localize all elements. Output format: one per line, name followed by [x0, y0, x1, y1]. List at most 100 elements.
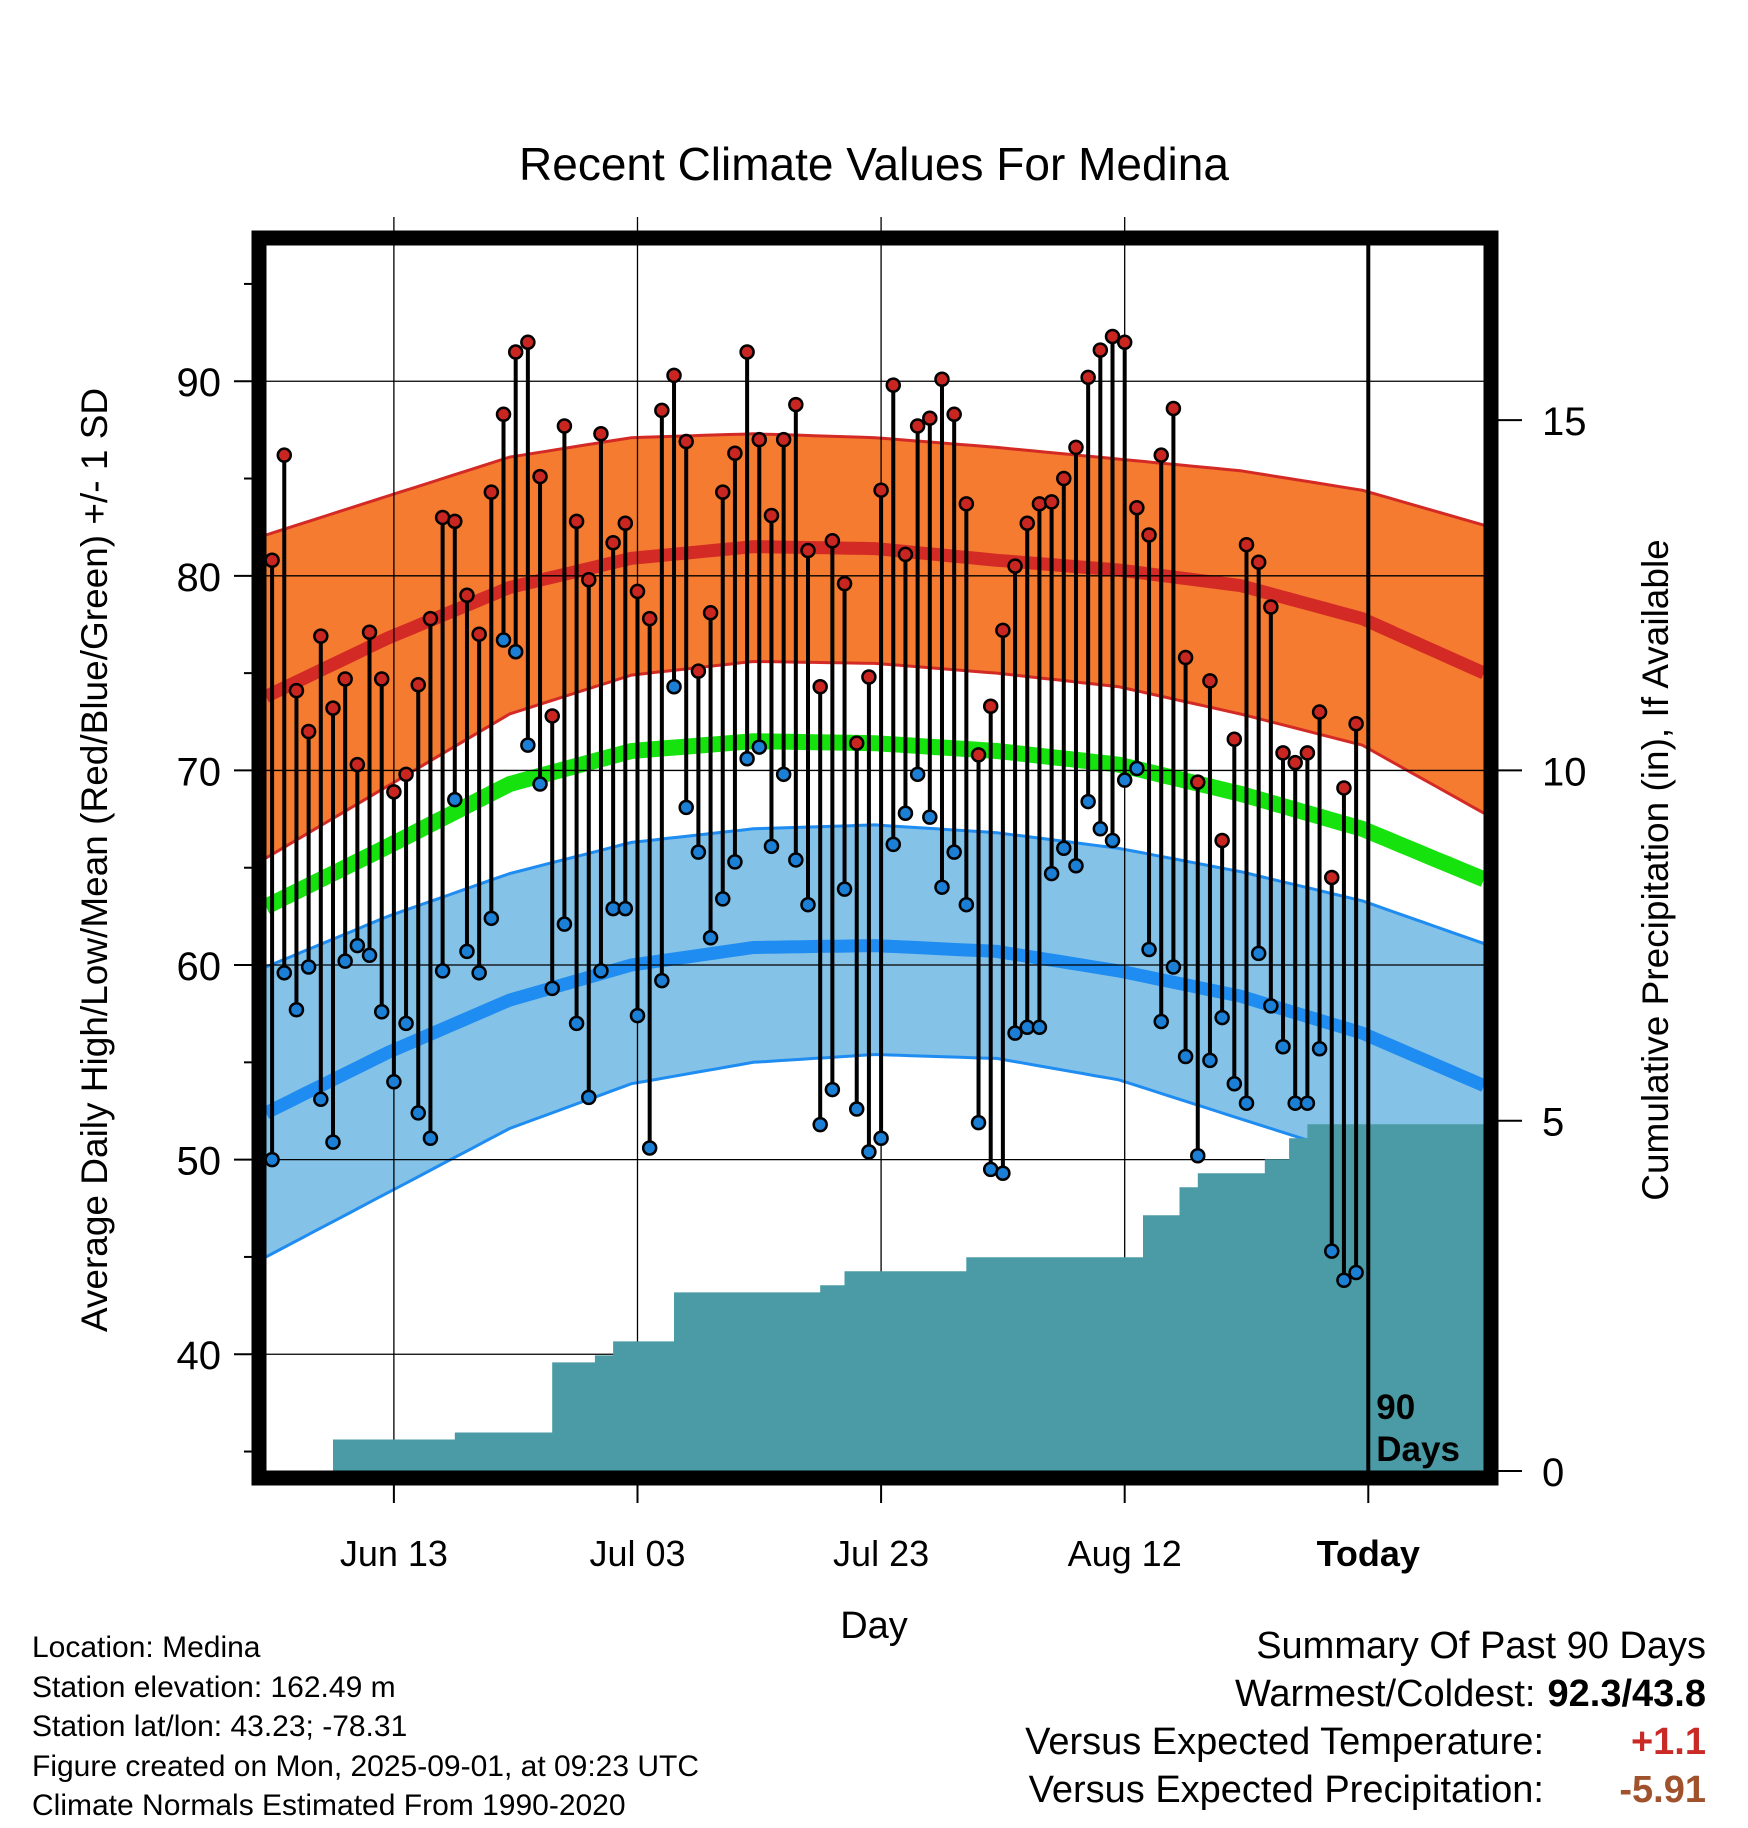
- low-point: [909, 766, 926, 783]
- low-point: [812, 1116, 828, 1133]
- high-sd-band: [266, 433, 1484, 858]
- x-tick-label: Today: [1317, 1533, 1420, 1574]
- high-point: [848, 735, 865, 751]
- location-text: Location: Medina: [32, 1631, 261, 1664]
- high-point: [739, 344, 755, 360]
- low-point: [946, 844, 962, 860]
- y2-tick-label: 0: [1542, 1451, 1564, 1495]
- high-plus-sd-edge: [265, 432, 1485, 537]
- high-point: [715, 484, 731, 500]
- low-point: [848, 1101, 865, 1117]
- low-point: [1238, 1095, 1255, 1111]
- warmest-value: 92.3: [1547, 1673, 1622, 1715]
- low-point: [325, 1134, 341, 1150]
- low-point: [934, 879, 950, 895]
- low-point: [824, 1081, 841, 1098]
- low-point: [751, 739, 768, 755]
- low-point: [276, 965, 293, 981]
- high-point: [1226, 731, 1243, 748]
- high-point: [629, 583, 646, 600]
- high-point: [1275, 745, 1291, 761]
- high-point: [958, 496, 975, 512]
- low-point: [1226, 1075, 1243, 1092]
- low-point: [1214, 1009, 1230, 1026]
- low-point: [995, 1165, 1011, 1182]
- low-point: [1263, 998, 1279, 1014]
- low-point: [861, 1144, 877, 1160]
- low-point: [313, 1091, 329, 1108]
- low-point: [629, 1007, 646, 1024]
- high-point: [447, 513, 463, 530]
- high-point: [373, 671, 390, 687]
- low-point: [593, 963, 609, 979]
- high-point: [1190, 774, 1206, 790]
- high-point: [605, 534, 621, 551]
- high-point: [507, 344, 524, 360]
- high-point: [410, 677, 426, 693]
- high-point: [581, 571, 597, 588]
- coldest-value: 43.8: [1632, 1673, 1706, 1715]
- low-point: [836, 881, 853, 897]
- high-point: [885, 377, 902, 393]
- latlon-text: Station lat/lon: 43.23; -78.31: [32, 1710, 408, 1743]
- high-point: [727, 445, 743, 461]
- low-point: [690, 844, 707, 860]
- high-point: [922, 410, 938, 426]
- low-point: [617, 900, 634, 917]
- low-point: [1056, 840, 1072, 857]
- created-text: Figure created on Mon, 2025-09-01, at 09…: [32, 1749, 700, 1783]
- high-point: [812, 678, 828, 695]
- high-point: [1092, 342, 1109, 358]
- high-point: [532, 468, 548, 485]
- y2-tick-label: 5: [1542, 1101, 1564, 1145]
- high-point: [1068, 439, 1084, 456]
- normal-low-line: [263, 939, 1487, 1119]
- low-point: [873, 1130, 889, 1146]
- high-point: [520, 334, 536, 351]
- high-point: [873, 482, 889, 498]
- y-tick-label: 70: [177, 750, 222, 794]
- low-point: [1141, 941, 1157, 958]
- summary-title: Summary Of Past 90 Days: [1256, 1625, 1706, 1667]
- low-point: [641, 1140, 658, 1156]
- observations-layer: [264, 328, 1364, 1289]
- high-point: [763, 507, 780, 524]
- low-plus-sd-edge: [265, 823, 1485, 969]
- low-point: [398, 1015, 414, 1032]
- low-point: [507, 643, 524, 660]
- high-point: [337, 671, 353, 687]
- low-point: [447, 791, 463, 808]
- high-point: [1116, 334, 1133, 351]
- normal-mean-line: [262, 733, 1488, 914]
- low-point: [386, 1074, 402, 1090]
- low-sd-band: [266, 824, 1484, 1257]
- high-point: [1324, 869, 1340, 886]
- high-point: [654, 402, 670, 419]
- temp-label: Versus Expected Temperature:: [1025, 1721, 1544, 1763]
- high-point: [995, 622, 1011, 639]
- high-point: [1287, 754, 1303, 771]
- high-point: [946, 406, 962, 423]
- x-tick-label: Jul 03: [589, 1533, 685, 1574]
- high-point: [276, 447, 293, 463]
- high-point: [690, 663, 707, 679]
- low-point: [422, 1130, 439, 1146]
- chart-title: Recent Climate Values For Medina: [519, 138, 1229, 190]
- low-point: [1190, 1147, 1206, 1164]
- y2-tick-label: 15: [1542, 400, 1587, 444]
- high-point: [1311, 704, 1328, 720]
- low-point: [1311, 1040, 1328, 1057]
- low-point: [581, 1089, 597, 1106]
- high-point: [1263, 599, 1279, 615]
- low-point: [434, 963, 451, 979]
- normal-high-line: [263, 540, 1487, 703]
- station-info: Location: Medina Station elevation: 162.…: [32, 1628, 699, 1826]
- low-point: [788, 852, 804, 868]
- low-point: [459, 943, 475, 960]
- low-point: [1007, 1025, 1023, 1041]
- high-point: [288, 682, 305, 699]
- low-point: [666, 678, 682, 695]
- low-point: [885, 836, 902, 853]
